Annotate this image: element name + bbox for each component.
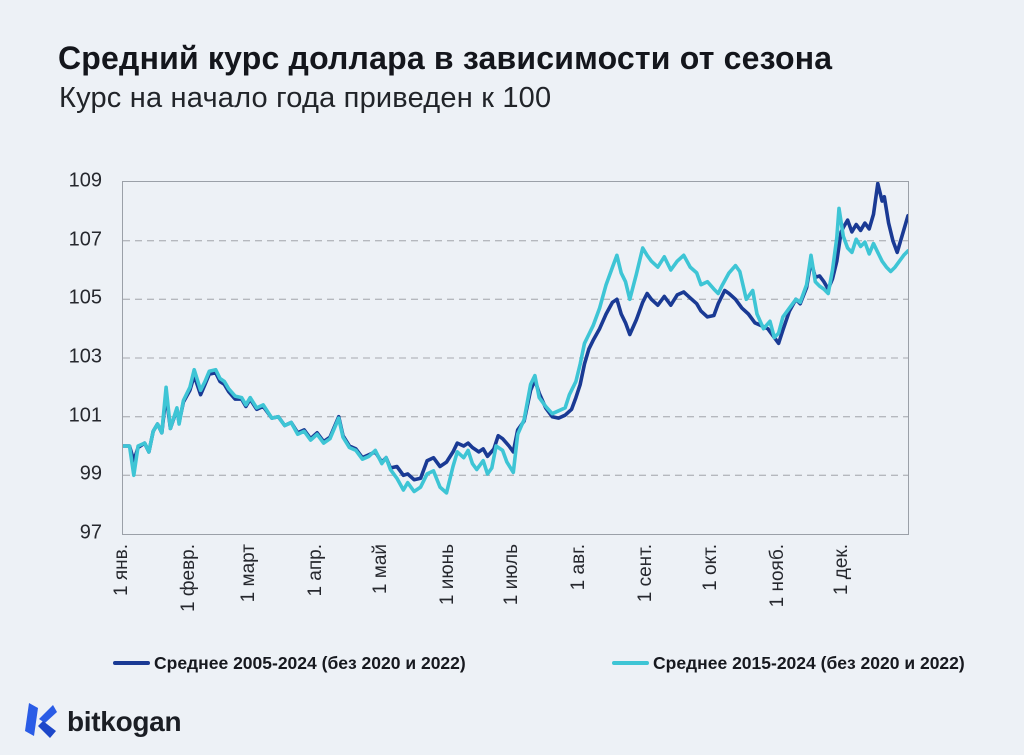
legend-swatch-dark-line: [113, 660, 150, 666]
x-axis-label: 1 апр.: [305, 544, 327, 597]
x-axis-label: 1 авг.: [568, 544, 590, 591]
y-axis-label: 107: [68, 228, 102, 251]
legend-swatch-cyan-line: [612, 660, 649, 666]
x-axis-label: 1 янв.: [111, 544, 132, 596]
chart-subtitle: Курс на начало года приведен к 100: [59, 82, 552, 114]
y-axis-label: 97: [79, 521, 102, 544]
x-axis-label: 1 окт.: [699, 544, 721, 591]
bitkogan-logo-icon: [25, 703, 57, 738]
chart-title: Средний курс доллара в зависимости от се…: [58, 40, 833, 76]
legend-label: Среднее 2015-2024 (без 2020 и 2022): [653, 652, 965, 673]
x-axis-label: 1 июль: [501, 544, 523, 606]
bitkogan-logo-text: bitkogan: [67, 706, 182, 737]
x-axis-label: 1 май: [369, 544, 391, 595]
line-chart: [123, 182, 908, 495]
x-axis-label: 1 сент.: [635, 544, 657, 603]
x-axis-label: 1 март: [238, 544, 260, 603]
y-axis-label: 109: [68, 169, 102, 192]
plot-area: [122, 181, 909, 535]
x-axis-label: 1 нояб.: [766, 544, 788, 608]
x-axis-label: 1 июнь: [436, 544, 458, 606]
series-line-2015-2024: [123, 206, 908, 495]
bitkogan-logo: bitkogan: [22, 700, 182, 744]
legend-item: Среднее 2005-2024 (без 2020 и 2022): [113, 650, 466, 676]
y-axis-label: 103: [68, 345, 102, 368]
y-axis-label: 101: [68, 404, 102, 427]
legend: Среднее 2005-2024 (без 2020 и 2022) Сред…: [0, 650, 1024, 678]
x-axis-label: 1 февр.: [177, 544, 199, 612]
y-axis-label: 99: [79, 462, 102, 485]
legend-item: Среднее 2015-2024 (без 2020 и 2022): [612, 650, 965, 676]
x-axis-label: 1 дек.: [831, 544, 853, 596]
series-line-2005-2024: [123, 182, 908, 482]
legend-label: Среднее 2005-2024 (без 2020 и 2022): [154, 652, 466, 673]
y-axis-label: 105: [68, 286, 102, 309]
